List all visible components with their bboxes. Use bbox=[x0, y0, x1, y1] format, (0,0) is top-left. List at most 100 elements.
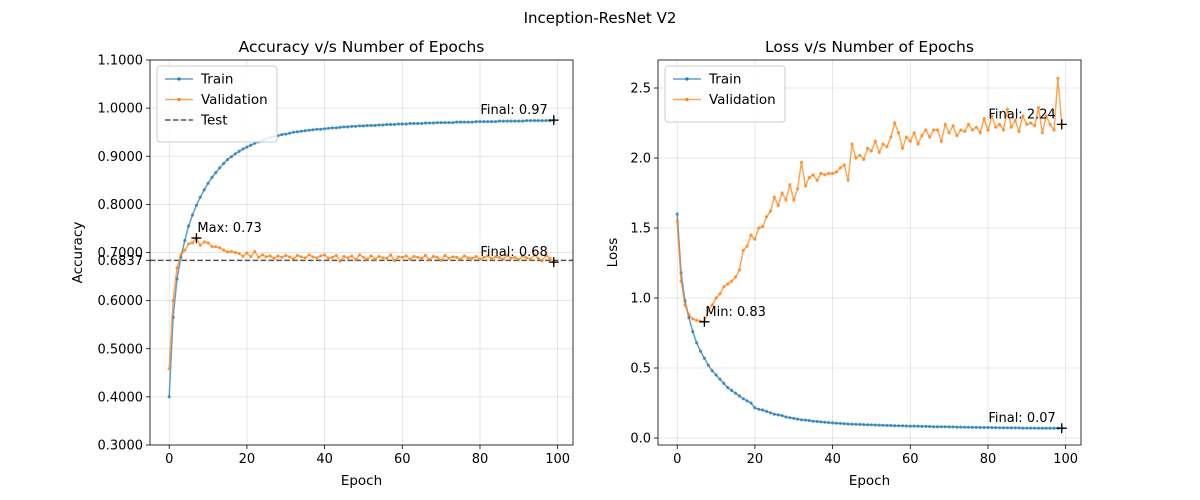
data-point bbox=[947, 131, 951, 135]
annotation-label: Final: 0.68 bbox=[480, 245, 547, 260]
data-point bbox=[190, 213, 195, 217]
data-point bbox=[295, 130, 299, 134]
data-point bbox=[323, 253, 327, 257]
data-point bbox=[280, 255, 284, 259]
data-point bbox=[1044, 114, 1048, 118]
data-point bbox=[416, 121, 420, 126]
data-point bbox=[726, 282, 730, 286]
data-point bbox=[493, 255, 498, 259]
data-point bbox=[447, 256, 451, 260]
legend-entry: Test bbox=[165, 113, 228, 129]
data-point bbox=[1005, 426, 1010, 430]
data-point bbox=[745, 399, 749, 403]
data-point bbox=[695, 318, 699, 322]
data-point bbox=[486, 254, 490, 258]
data-point bbox=[761, 225, 765, 229]
data-point bbox=[873, 139, 877, 143]
data-point bbox=[765, 409, 769, 413]
data-point bbox=[881, 142, 885, 146]
x-axis-label: Epoch bbox=[849, 473, 890, 489]
data-point bbox=[1029, 426, 1033, 430]
annotation-label: Final: 0.97 bbox=[480, 103, 547, 118]
data-point bbox=[1048, 426, 1052, 430]
data-point bbox=[466, 120, 470, 124]
data-point bbox=[482, 255, 486, 259]
data-point bbox=[862, 157, 866, 161]
data-point bbox=[924, 424, 928, 428]
data-point bbox=[358, 124, 362, 128]
x-axis-label: Epoch bbox=[341, 473, 382, 489]
data-point bbox=[311, 128, 315, 132]
data-point bbox=[284, 253, 288, 257]
data-point bbox=[198, 243, 202, 247]
data-point bbox=[897, 131, 901, 135]
series-train bbox=[167, 118, 556, 399]
data-point bbox=[171, 299, 175, 303]
data-point bbox=[392, 122, 397, 127]
data-point bbox=[521, 119, 525, 123]
series-validation bbox=[675, 76, 1064, 324]
data-point bbox=[346, 256, 350, 260]
data-point bbox=[358, 253, 362, 257]
data-point bbox=[470, 120, 474, 124]
data-point bbox=[218, 166, 222, 170]
data-point bbox=[486, 120, 490, 124]
data-point bbox=[912, 424, 916, 428]
legend-entry: Validation bbox=[673, 92, 776, 108]
data-point bbox=[1017, 426, 1021, 430]
data-point bbox=[854, 422, 858, 426]
x-tick-label: 60 bbox=[902, 452, 919, 467]
data-point bbox=[509, 256, 513, 260]
data-point bbox=[733, 275, 738, 279]
data-point bbox=[295, 253, 299, 257]
data-point bbox=[272, 256, 276, 260]
data-point bbox=[540, 259, 544, 263]
data-point bbox=[525, 119, 529, 123]
data-point bbox=[1017, 129, 1021, 133]
data-point bbox=[947, 425, 951, 429]
data-point bbox=[966, 122, 971, 126]
legend-frame bbox=[664, 65, 786, 123]
data-point bbox=[815, 178, 819, 182]
data-point bbox=[354, 258, 358, 262]
data-point bbox=[706, 363, 710, 367]
y-tick-label: 0.9000 bbox=[98, 150, 144, 165]
data-point bbox=[214, 171, 218, 175]
annotation-marker bbox=[699, 316, 710, 327]
data-point bbox=[1033, 124, 1037, 128]
data-point bbox=[342, 125, 346, 129]
data-point bbox=[780, 414, 784, 418]
x-tick-label: 100 bbox=[1053, 452, 1078, 467]
data-point bbox=[513, 255, 517, 259]
data-point bbox=[245, 145, 249, 149]
data-point bbox=[675, 219, 679, 223]
data-point bbox=[493, 120, 498, 124]
data-point bbox=[214, 245, 218, 249]
legend-label: Train bbox=[708, 72, 741, 88]
data-point bbox=[912, 131, 916, 135]
data-point bbox=[420, 256, 424, 260]
data-point bbox=[916, 142, 920, 146]
data-point bbox=[803, 184, 808, 188]
data-point bbox=[939, 425, 944, 429]
data-point bbox=[330, 126, 334, 130]
data-point bbox=[966, 425, 971, 429]
data-point bbox=[458, 120, 463, 124]
data-point bbox=[745, 244, 749, 248]
data-point bbox=[741, 248, 745, 252]
data-point bbox=[206, 181, 210, 185]
axes-frame bbox=[657, 59, 1082, 446]
data-point bbox=[1013, 426, 1017, 430]
y-tick-label: 0.5000 bbox=[98, 342, 144, 357]
data-point bbox=[443, 253, 447, 257]
data-point bbox=[412, 121, 416, 126]
annotation-marker bbox=[191, 233, 202, 244]
data-point bbox=[831, 171, 835, 175]
data-point bbox=[1040, 131, 1044, 135]
data-point bbox=[1033, 426, 1037, 430]
data-point bbox=[369, 254, 373, 258]
data-point bbox=[780, 191, 784, 195]
data-point bbox=[1040, 426, 1044, 430]
data-point bbox=[330, 255, 334, 259]
data-point bbox=[889, 423, 893, 428]
